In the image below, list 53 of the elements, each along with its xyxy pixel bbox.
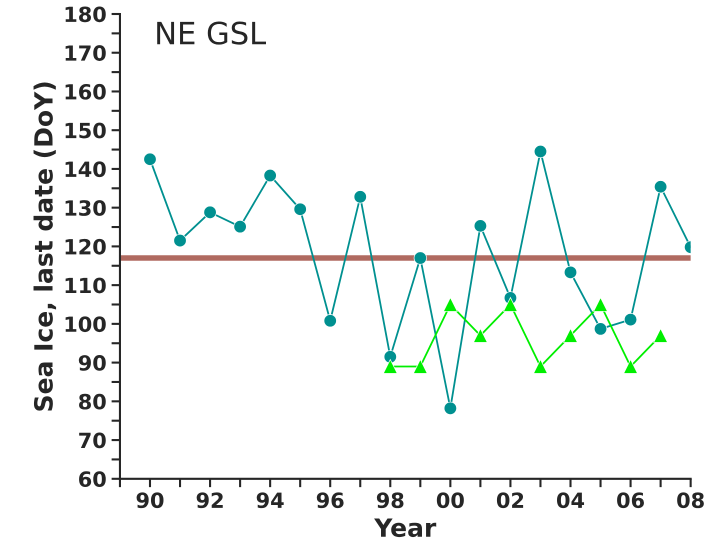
y-tick-label: 70	[79, 432, 106, 448]
point	[593, 297, 608, 312]
y-tick-label: 110	[66, 278, 106, 294]
point	[563, 328, 578, 343]
x-tick-label: 06	[617, 492, 644, 508]
point	[594, 322, 608, 336]
x-tick-label: 94	[256, 492, 284, 508]
y-tick-label: 130	[66, 200, 106, 216]
x-tick-label: 00	[436, 492, 464, 508]
point	[653, 328, 668, 343]
point	[173, 234, 187, 248]
y-tick-label: 150	[66, 122, 106, 138]
point	[623, 359, 638, 374]
y-tick-label: 180	[66, 6, 106, 22]
x-axis-title: Year	[374, 518, 436, 538]
x-tick-label: 96	[316, 492, 344, 508]
x-tick-label: 98	[376, 492, 404, 508]
point	[264, 168, 277, 182]
point	[473, 328, 488, 343]
point	[324, 314, 337, 328]
point	[234, 220, 247, 234]
point	[534, 144, 548, 158]
chart-title: NE GSL	[157, 22, 266, 45]
point	[533, 359, 548, 374]
point	[474, 219, 487, 232]
point	[143, 152, 157, 166]
point	[382, 359, 398, 374]
y-tick-label: 80	[79, 394, 106, 410]
point	[413, 359, 428, 374]
point	[294, 202, 307, 216]
y-tick-label: 120	[66, 238, 106, 255]
x-tick-label: 92	[196, 492, 223, 508]
point	[503, 297, 518, 312]
point	[384, 350, 397, 364]
point	[444, 402, 457, 415]
y-tick-label: 170	[66, 45, 106, 61]
x-tick-label: 02	[496, 492, 524, 508]
x-tick-label: 90	[136, 492, 164, 508]
y-axis-title: Sea Ice, last date (DoY)	[34, 82, 56, 411]
point	[654, 180, 668, 194]
point	[443, 297, 458, 312]
y-tick-label: 90	[78, 355, 106, 371]
y-tick-label: 140	[66, 161, 106, 178]
y-tick-label: 160	[66, 84, 106, 100]
x-tick-label: 04	[557, 492, 584, 508]
x-tick-label: 08	[677, 492, 704, 508]
point	[564, 266, 578, 279]
y-tick-label: 100	[66, 316, 106, 332]
point	[354, 190, 367, 204]
point	[414, 251, 427, 265]
point	[203, 206, 217, 219]
y-tick-label: 60	[79, 471, 106, 488]
point	[624, 313, 638, 326]
